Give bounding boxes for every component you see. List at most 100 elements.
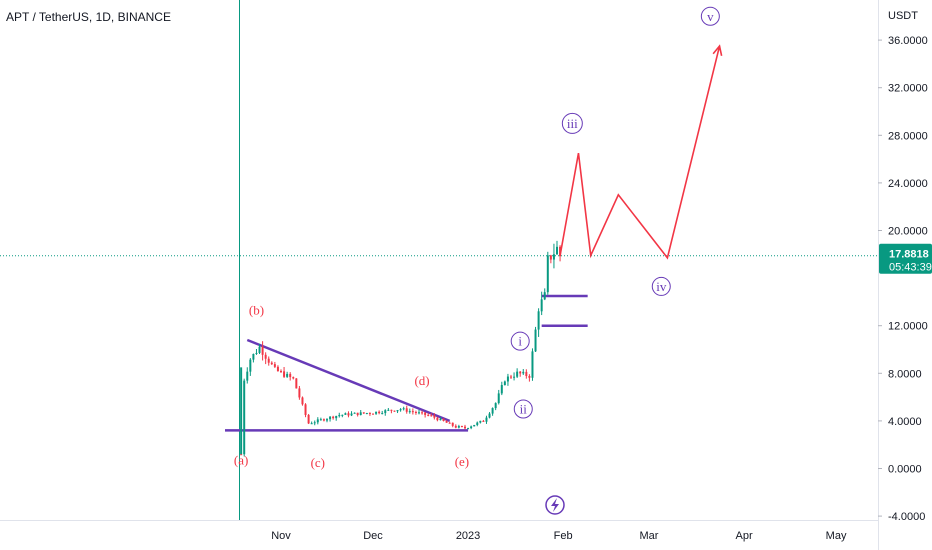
- candle-body: [350, 413, 353, 416]
- candle-body: [433, 415, 436, 418]
- candle-body: [537, 311, 540, 330]
- candle-body: [381, 413, 384, 415]
- candle-body: [402, 408, 405, 410]
- candle-body: [396, 410, 399, 412]
- candle-body: [295, 378, 298, 389]
- candle-body: [307, 414, 310, 424]
- candle-body: [347, 413, 350, 416]
- candle-body: [436, 417, 439, 421]
- listing-candle: [240, 367, 243, 455]
- wave-label-e: (e): [455, 454, 469, 469]
- candle-body: [531, 351, 534, 378]
- wave-label-a: (a): [234, 453, 248, 468]
- candle-body: [332, 416, 335, 419]
- candle-body: [411, 411, 414, 413]
- price-tick-label: 20.0000: [888, 226, 928, 238]
- candle-body: [289, 373, 292, 378]
- candle-body: [522, 371, 525, 374]
- candle-body: [310, 423, 313, 425]
- candle-body: [519, 371, 522, 374]
- candle-body: [375, 411, 378, 414]
- candle-body: [341, 414, 344, 416]
- forecast-path-line[interactable]: [559, 45, 721, 260]
- candle-body: [390, 409, 393, 411]
- candle-body: [556, 246, 558, 255]
- time-axis-background: [0, 520, 878, 550]
- time-tick-label: Mar: [640, 530, 659, 542]
- candle-body: [344, 413, 347, 415]
- candle-body: [276, 366, 279, 372]
- candle-body: [378, 411, 381, 414]
- wave-label-ii-circle: [513, 399, 533, 419]
- triangle-upper-trendline[interactable]: [246, 338, 451, 423]
- candle-body: [470, 426, 473, 429]
- candle-body: [255, 352, 258, 354]
- candle-body: [534, 329, 537, 352]
- candle-body: [264, 354, 267, 359]
- candle-body: [494, 403, 497, 409]
- last-price-value: 17.8818: [889, 249, 929, 261]
- price-tick-label: 8.0000: [888, 368, 922, 380]
- candle-body: [280, 371, 282, 373]
- wave-label-b: (b): [249, 303, 264, 318]
- candle-body: [322, 419, 325, 421]
- candle-body: [335, 415, 338, 419]
- last-price-countdown: 05:43:39: [889, 262, 932, 274]
- candle-body: [301, 397, 304, 405]
- candle-body: [316, 419, 319, 423]
- candle-body: [451, 422, 454, 426]
- candle-body: [479, 420, 482, 423]
- wave-label-v-circle: [700, 6, 720, 26]
- candle-body: [427, 414, 430, 416]
- candle-body: [491, 408, 494, 414]
- candle-body: [439, 418, 442, 421]
- symbol-title: APT / TetherUS, 1D, BINANCE: [6, 10, 171, 24]
- candle-body: [368, 413, 371, 415]
- candle-body: [546, 255, 549, 293]
- price-tick-label: 28.0000: [888, 130, 928, 142]
- candle-body: [283, 371, 286, 377]
- price-tick-label: -4.0000: [888, 511, 925, 523]
- candle-body: [464, 426, 466, 429]
- candle-body: [359, 412, 362, 416]
- candle-body: [513, 376, 516, 378]
- candle-body: [467, 428, 470, 430]
- candle-body: [313, 422, 316, 424]
- candle-body: [319, 419, 322, 421]
- candle-body: [460, 426, 463, 428]
- candle-body: [516, 371, 519, 377]
- candle-body: [408, 411, 411, 413]
- candle-body: [243, 380, 246, 455]
- candle-body: [500, 385, 503, 394]
- candle-body: [286, 373, 289, 377]
- wave-label-iii-circle: [561, 112, 583, 134]
- candle-body: [372, 413, 374, 415]
- time-tick-label: Apr: [736, 530, 753, 542]
- candle-body: [418, 412, 420, 414]
- candle-body: [473, 424, 476, 427]
- wave-label-v: v: [707, 9, 714, 24]
- time-tick-label: Dec: [363, 530, 383, 542]
- wave-label-i-circle: [510, 331, 530, 351]
- candle-body: [510, 376, 512, 378]
- lightning-icon-glyph: [551, 498, 559, 512]
- candle-body: [270, 362, 273, 365]
- candle-body: [549, 255, 552, 260]
- candle-body: [365, 413, 368, 415]
- candle-body: [503, 381, 506, 386]
- wave-label-ii: ii: [520, 402, 528, 417]
- candle-body: [430, 415, 433, 417]
- candle-body: [329, 416, 332, 420]
- candle-body: [353, 412, 356, 414]
- time-tick-label: May: [826, 530, 847, 542]
- price-tick-label: 32.0000: [888, 83, 928, 95]
- candle-body: [506, 376, 509, 382]
- last-price-badge[interactable]: [879, 243, 932, 274]
- candle-body: [362, 412, 365, 414]
- price-tick-label: 4.0000: [888, 416, 922, 428]
- candle-body: [304, 404, 307, 415]
- price-axis-currency: USDT: [888, 10, 918, 22]
- wave-label-i: i: [518, 334, 522, 349]
- candle-body: [384, 410, 387, 414]
